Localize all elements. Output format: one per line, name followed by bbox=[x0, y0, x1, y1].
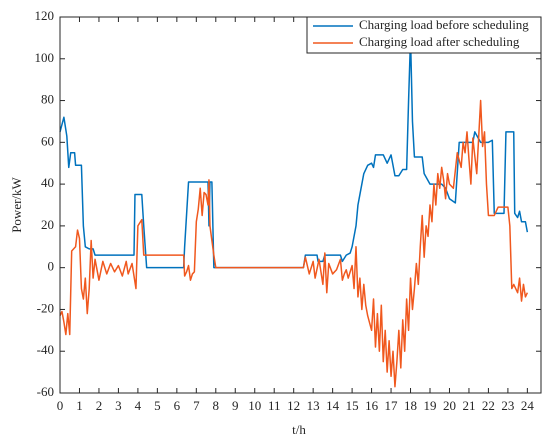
x-tick-label: 7 bbox=[193, 398, 200, 413]
legend-box bbox=[306, 16, 542, 54]
y-tick-label: -20 bbox=[37, 300, 54, 315]
y-tick-label: 0 bbox=[48, 259, 55, 274]
x-tick-label: 8 bbox=[213, 398, 220, 413]
x-tick-label: 3 bbox=[115, 398, 122, 413]
x-tick-label: 0 bbox=[57, 398, 64, 413]
legend-label: Charging load after scheduling bbox=[359, 34, 520, 49]
y-tick-label: 80 bbox=[41, 92, 54, 107]
y-tick-label: 100 bbox=[35, 50, 55, 65]
x-tick-label: 14 bbox=[326, 398, 340, 413]
data-line bbox=[59, 99, 529, 388]
y-tick-label: -60 bbox=[37, 384, 54, 399]
y-tick-label: 20 bbox=[41, 217, 54, 232]
x-tick-label: 2 bbox=[96, 398, 103, 413]
x-tick-label: 24 bbox=[521, 398, 535, 413]
x-tick-label: 20 bbox=[443, 398, 456, 413]
x-axis-label: t/h bbox=[292, 422, 306, 437]
x-tick-label: 9 bbox=[232, 398, 239, 413]
data-line bbox=[59, 37, 529, 269]
y-tick-label: -40 bbox=[37, 342, 54, 357]
x-tick-label: 22 bbox=[482, 398, 495, 413]
x-tick-label: 19 bbox=[424, 398, 437, 413]
x-tick-label: 11 bbox=[268, 398, 281, 413]
plot-frame bbox=[59, 16, 542, 394]
x-tick-label: 12 bbox=[287, 398, 300, 413]
x-tick-label: 4 bbox=[135, 398, 142, 413]
x-tick-label: 21 bbox=[462, 398, 475, 413]
x-tick-label: 1 bbox=[76, 398, 83, 413]
x-tick-label: 10 bbox=[248, 398, 261, 413]
x-tick-label: 13 bbox=[307, 398, 320, 413]
legend-label: Charging load before scheduling bbox=[359, 17, 529, 32]
x-tick-label: 17 bbox=[385, 398, 399, 413]
y-axis-label: Power/kW bbox=[9, 176, 24, 232]
x-tick-label: 6 bbox=[174, 398, 181, 413]
x-tick-label: 5 bbox=[154, 398, 161, 413]
x-tick-label: 23 bbox=[501, 398, 514, 413]
y-tick-label: 60 bbox=[41, 133, 54, 148]
y-tick-label: 40 bbox=[41, 175, 54, 190]
x-tick-label: 16 bbox=[365, 398, 379, 413]
x-tick-label: 15 bbox=[346, 398, 359, 413]
y-tick-label: 120 bbox=[35, 8, 55, 23]
x-tick-label: 18 bbox=[404, 398, 417, 413]
